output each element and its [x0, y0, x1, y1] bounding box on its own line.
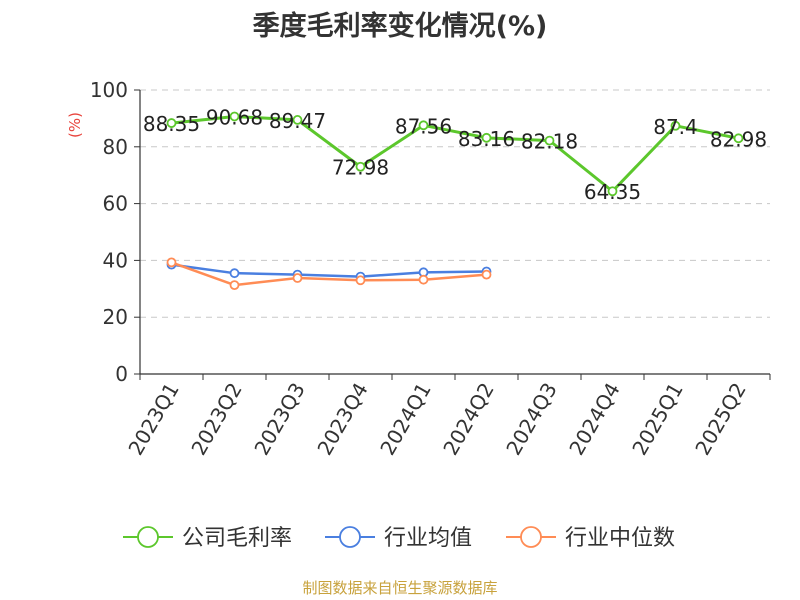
- data-point: [166, 257, 177, 268]
- data-point: [166, 118, 177, 128]
- x-tick-label: 2024Q4: [564, 379, 624, 460]
- data-label: 83.16: [458, 127, 515, 151]
- y-tick-label: 40: [103, 248, 128, 272]
- x-tick-label: 2023Q3: [249, 379, 309, 460]
- data-label: 64.35: [584, 180, 641, 204]
- y-axis-label: (%): [66, 112, 84, 138]
- chart-title: 季度毛利率变化情况(%): [252, 11, 548, 42]
- data-point: [481, 269, 492, 280]
- x-tick-label: 2025Q1: [627, 379, 687, 460]
- data-point: [292, 273, 303, 283]
- x-tick-label: 2023Q4: [312, 379, 372, 460]
- data-label: 87.4: [653, 115, 698, 139]
- x-tick-label: 2024Q1: [375, 379, 435, 460]
- data-point: [418, 120, 429, 131]
- grid-layer: [140, 89, 770, 318]
- series-line-0: [171, 114, 739, 193]
- y-tick-label: 100: [90, 78, 128, 102]
- legend-label: 行业均值: [384, 526, 472, 551]
- data-label: 88.35: [143, 112, 200, 136]
- data-label: 82.18: [521, 130, 578, 154]
- x-tick-label: 2025Q2: [690, 379, 750, 460]
- data-point: [229, 268, 240, 279]
- data-point: [229, 111, 240, 122]
- y-tick-label: 20: [103, 305, 128, 329]
- data-point: [544, 135, 555, 146]
- data-point: [733, 133, 744, 144]
- x-tick-label: 2024Q2: [438, 379, 498, 460]
- y-tick-label: 80: [103, 135, 128, 159]
- legend-swatch-marker: [339, 526, 361, 548]
- data-label: 82.98: [710, 127, 767, 151]
- y-tick-label: 60: [103, 192, 128, 216]
- legend-label: 公司毛利率: [182, 526, 292, 551]
- data-label: 72.98: [332, 156, 389, 180]
- source-note: 制图数据来自恒生聚源数据库: [302, 579, 498, 597]
- x-tick-label: 2024Q3: [501, 379, 561, 460]
- data-label: 87.56: [395, 114, 452, 138]
- data-point: [418, 274, 429, 285]
- legend-label: 行业中位数: [565, 526, 675, 551]
- data-point: [670, 120, 681, 131]
- data-point: [292, 115, 303, 125]
- data-point: [229, 280, 240, 291]
- data-point: [607, 186, 618, 197]
- series-line-2: [171, 261, 487, 287]
- data-point: [355, 161, 366, 172]
- data-label: 89.47: [269, 109, 326, 133]
- legend-swatch-marker: [520, 526, 542, 548]
- x-tick-label: 2023Q2: [186, 379, 246, 460]
- series-line-1: [171, 263, 487, 278]
- data-point: [481, 132, 492, 143]
- legend-swatch-marker: [137, 526, 159, 548]
- x-tick-label: 2023Q1: [123, 379, 183, 460]
- data-point: [355, 275, 366, 286]
- legend: 公司毛利率 行业均值 行业中位数: [123, 526, 675, 551]
- data-label: 90.68: [206, 105, 263, 129]
- y-tick-label: 0: [115, 362, 128, 386]
- series-layer: [166, 111, 744, 291]
